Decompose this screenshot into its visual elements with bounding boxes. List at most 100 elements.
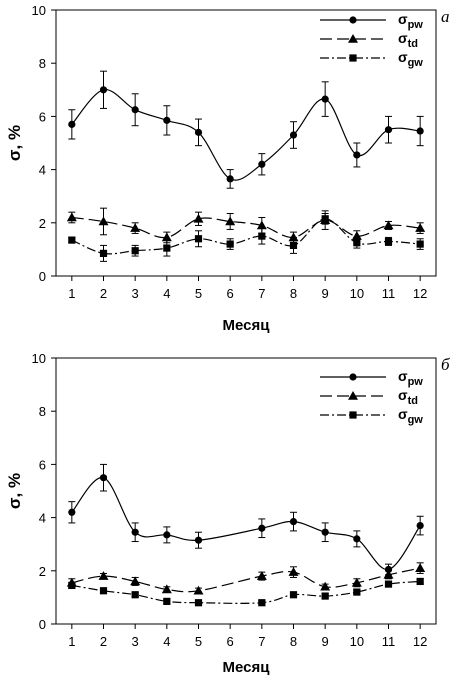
data-point bbox=[416, 521, 424, 530]
x-tick-label: 3 bbox=[132, 286, 139, 301]
y-axis-title: σ, % bbox=[5, 473, 24, 509]
x-tick-label: 10 bbox=[350, 286, 364, 301]
panel-label: б bbox=[441, 355, 450, 374]
data-point bbox=[68, 236, 76, 244]
series-td bbox=[66, 207, 426, 244]
data-point bbox=[416, 127, 424, 135]
data-point bbox=[353, 588, 361, 596]
plot-frame bbox=[55, 357, 437, 625]
x-tick-label: 8 bbox=[290, 286, 297, 301]
data-point bbox=[161, 232, 172, 242]
y-tick-label: 0 bbox=[39, 269, 46, 284]
x-tick-label: 6 bbox=[227, 286, 234, 301]
x-axis-title: Месяц bbox=[223, 317, 271, 334]
legend-entry: σtd bbox=[398, 387, 418, 407]
y-axis-title: σ, % bbox=[5, 125, 24, 161]
legend-symbol: σ bbox=[398, 11, 408, 27]
data-point bbox=[66, 212, 77, 222]
x-tick-label: 5 bbox=[195, 286, 202, 301]
data-point bbox=[289, 591, 298, 599]
data-point bbox=[288, 567, 299, 576]
legend-marker bbox=[348, 34, 358, 43]
x-tick-label: 3 bbox=[132, 634, 139, 649]
data-point bbox=[415, 563, 426, 572]
data-point bbox=[321, 592, 329, 600]
data-point bbox=[416, 240, 424, 248]
data-point bbox=[99, 86, 108, 94]
legend-entry: σtd bbox=[398, 30, 418, 50]
data-point bbox=[353, 151, 361, 159]
data-point bbox=[194, 599, 203, 607]
legend-entry: σpw bbox=[398, 11, 423, 31]
data-point bbox=[131, 591, 139, 599]
data-point bbox=[68, 120, 76, 128]
data-point bbox=[68, 508, 76, 516]
series-pw bbox=[68, 70, 424, 189]
y-tick-label: 2 bbox=[39, 564, 46, 579]
data-point bbox=[289, 131, 298, 139]
y-tick-label: 6 bbox=[39, 457, 46, 472]
data-point bbox=[256, 220, 267, 230]
data-point bbox=[321, 95, 329, 103]
data-point bbox=[256, 571, 267, 580]
y-tick-label: 6 bbox=[39, 109, 46, 124]
data-point bbox=[415, 223, 426, 232]
data-point bbox=[163, 116, 171, 124]
legend-marker bbox=[349, 411, 357, 419]
data-point bbox=[225, 216, 236, 226]
legend-marker bbox=[348, 391, 358, 400]
y-tick-label: 4 bbox=[39, 511, 46, 526]
legend-symbol: σ bbox=[398, 49, 408, 65]
x-tick-label: 12 bbox=[413, 634, 427, 649]
data-point bbox=[131, 106, 139, 114]
legend-subscript: gw bbox=[408, 414, 424, 426]
series-gw bbox=[68, 212, 424, 262]
data-point bbox=[258, 524, 266, 532]
data-point bbox=[353, 239, 361, 247]
y-tick-label: 2 bbox=[39, 216, 46, 231]
data-point bbox=[416, 577, 424, 586]
data-point bbox=[351, 577, 362, 587]
data-point bbox=[99, 474, 108, 482]
x-tick-label: 12 bbox=[413, 286, 427, 301]
data-point bbox=[161, 584, 172, 594]
series-gw bbox=[68, 577, 424, 607]
data-point bbox=[384, 580, 393, 588]
series-line bbox=[71, 580, 421, 604]
series-line bbox=[71, 89, 421, 181]
data-point bbox=[289, 241, 298, 250]
legend-entry: σgw bbox=[398, 49, 423, 69]
legend-subscript: td bbox=[408, 38, 418, 50]
legend-marker bbox=[349, 373, 357, 381]
x-tick-label: 8 bbox=[290, 634, 297, 649]
legend-entry: σpw bbox=[398, 368, 423, 388]
data-point bbox=[131, 247, 139, 255]
series-line bbox=[71, 477, 421, 571]
x-tick-label: 1 bbox=[68, 634, 75, 649]
data-point bbox=[98, 216, 109, 226]
x-tick-label: 9 bbox=[322, 634, 329, 649]
x-tick-label: 1 bbox=[68, 286, 75, 301]
data-point bbox=[383, 569, 394, 579]
x-tick-label: 4 bbox=[163, 634, 170, 649]
legend-subscript: td bbox=[408, 395, 418, 407]
data-point bbox=[353, 535, 361, 543]
data-point bbox=[226, 175, 234, 183]
data-point bbox=[98, 571, 109, 580]
legend-symbol: σ bbox=[398, 30, 408, 46]
data-point bbox=[163, 597, 171, 605]
y-tick-label: 0 bbox=[39, 617, 46, 632]
x-tick-label: 11 bbox=[382, 634, 396, 649]
legend-subscript: pw bbox=[408, 376, 424, 388]
data-point bbox=[99, 587, 108, 595]
data-point bbox=[321, 528, 329, 536]
data-point bbox=[193, 213, 204, 223]
legend-symbol: σ bbox=[398, 368, 408, 384]
data-point bbox=[258, 160, 266, 168]
x-tick-label: 2 bbox=[100, 286, 107, 301]
series-td bbox=[66, 562, 426, 595]
x-tick-label: 10 bbox=[350, 634, 364, 649]
